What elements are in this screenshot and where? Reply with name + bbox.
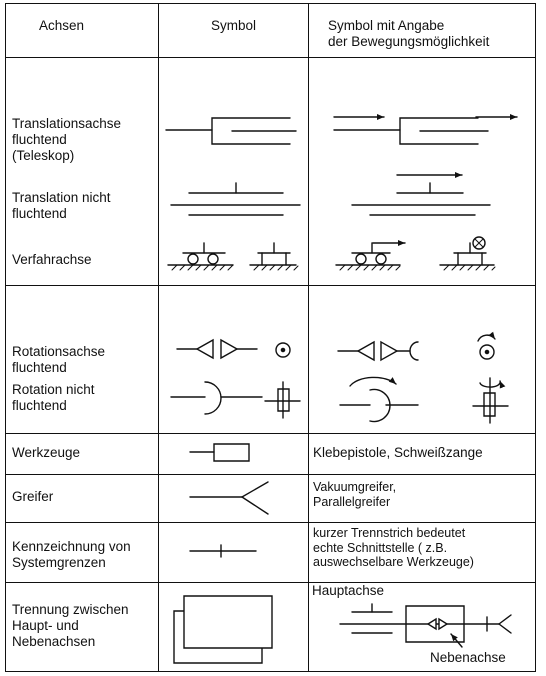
row-divider-1 <box>6 285 535 286</box>
label-rotation-non-aligned: Rotation nicht fluchtend <box>12 382 95 413</box>
system-boundary-symbol <box>190 545 256 557</box>
header-axes: Achsen <box>39 18 85 33</box>
label-system-boundaries: Kennzeichnung von Systemgrenzen <box>12 539 131 570</box>
desc-gripper: Vakuumgreifer, Parallelgreifer <box>313 480 397 509</box>
column-divider-1 <box>158 4 159 671</box>
rotation-non-aligned-symbol <box>171 382 300 418</box>
label-traverse: Verfahrachse <box>12 252 92 267</box>
label-tools: Werkzeuge <box>12 445 81 460</box>
desc-system-boundaries: kurzer Trennstrich bedeutet echte Schnit… <box>313 526 474 569</box>
label-rotation-aligned: Rotationsachse fluchtend <box>12 344 106 375</box>
label-gripper: Greifer <box>12 489 54 504</box>
traverse-symbol <box>168 243 298 270</box>
row-divider-5 <box>6 582 535 583</box>
rotation-aligned-symbol <box>177 340 290 358</box>
header-symbol: Symbol <box>211 18 257 33</box>
telescope-movement-symbol <box>334 114 517 144</box>
rotation-aligned-movement-symbol <box>338 331 495 360</box>
label-translation-non-aligned: Translation nicht fluchtend <box>12 190 111 221</box>
label-secondary-axis: Nebenachse <box>430 650 506 665</box>
label-telescope: Translationsachse fluchtend (Teleskop) <box>12 116 122 163</box>
separation-symbol <box>174 596 272 663</box>
row-divider-4 <box>6 522 535 523</box>
label-separation: Trennung zwischen Haupt- und Nebenachsen <box>12 602 129 649</box>
desc-tools: Klebepistole, Schweißzange <box>313 445 483 460</box>
label-main-axis: Hauptachse <box>312 583 385 598</box>
header-movement: Symbol mit Angabe der Bewegungsmöglichke… <box>328 18 490 49</box>
translation-non-aligned-symbol <box>171 183 300 215</box>
symbol-table <box>5 3 536 672</box>
gripper-symbol <box>190 482 268 514</box>
column-divider-2 <box>308 4 309 671</box>
traverse-movement-symbol <box>336 237 495 270</box>
row-divider-2 <box>6 433 535 434</box>
separation-movement-symbol <box>340 604 511 647</box>
translation-non-aligned-movement-symbol <box>352 172 490 215</box>
telescope-symbol <box>166 118 296 144</box>
row-divider-3 <box>6 474 535 475</box>
rotation-non-aligned-movement-symbol <box>340 377 508 423</box>
tool-symbol <box>190 444 249 461</box>
header-divider <box>6 57 535 58</box>
